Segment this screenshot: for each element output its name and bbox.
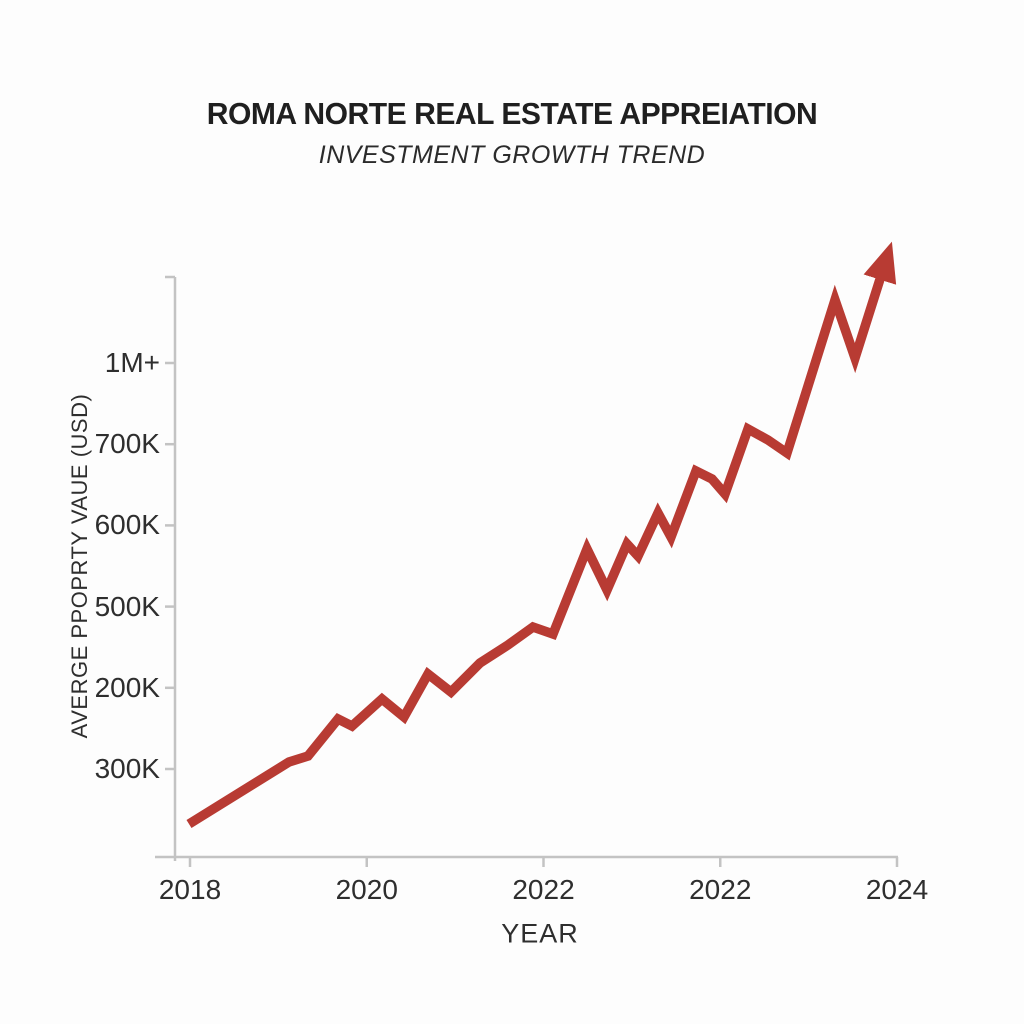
y-axis-title: AVERGE PPOPRTY VAUE (USD) xyxy=(67,393,92,739)
x-axis-title: YEAR xyxy=(501,918,579,949)
x-tick-label: 2022 xyxy=(689,874,752,905)
y-tick-label: 1M+ xyxy=(104,347,160,378)
chart-subtitle: INVESTMENT GROWTH TREND xyxy=(318,141,706,169)
x-tick-label: 2020 xyxy=(335,874,398,905)
chart-title: ROMA NORTE REAL ESTATE APPREIATION xyxy=(206,96,818,131)
y-tick-label: 700K xyxy=(94,428,160,460)
y-tick-label: 200K xyxy=(94,671,160,703)
x-tick-label: 2022 xyxy=(512,874,575,905)
y-tick-label: 300K xyxy=(94,753,160,784)
x-tick-label: 2018 xyxy=(158,874,222,905)
y-tick-label: 500K xyxy=(94,590,160,622)
x-tick-label: 2024 xyxy=(865,874,929,905)
y-tick-label: 600K xyxy=(94,509,160,541)
trend-line xyxy=(186,241,897,829)
